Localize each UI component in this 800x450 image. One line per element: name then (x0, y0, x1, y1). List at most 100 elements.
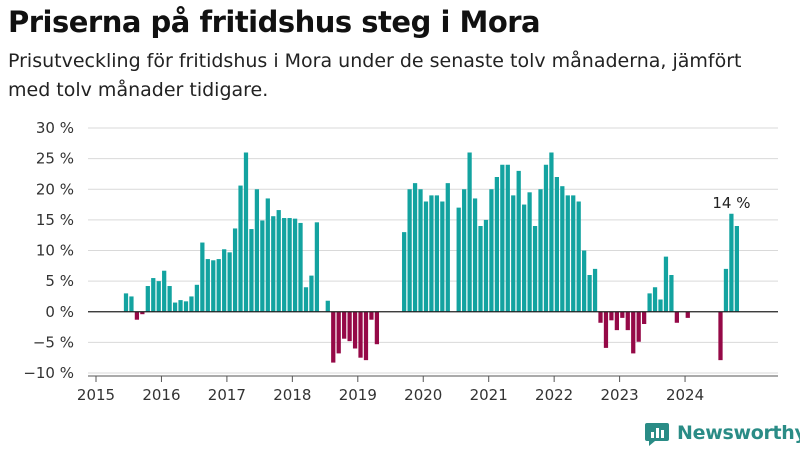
bar (331, 311, 336, 363)
bar (211, 260, 216, 312)
bar (489, 189, 494, 312)
bar (243, 152, 249, 312)
bar (478, 226, 483, 312)
x-tick-label: 2018 (273, 386, 311, 404)
bar (467, 152, 472, 312)
x-tick-label: 2016 (142, 386, 180, 404)
bar (505, 164, 510, 312)
bar (205, 259, 210, 312)
bar (734, 226, 739, 312)
bar (227, 252, 232, 312)
bar (527, 192, 532, 312)
bar (287, 218, 292, 312)
bar (194, 284, 200, 312)
bar (418, 189, 423, 312)
bar (172, 302, 178, 312)
bar (134, 311, 140, 320)
bar (358, 311, 363, 358)
bar (685, 311, 690, 318)
bar (592, 268, 598, 312)
newsworthy-logo-icon (645, 423, 669, 446)
x-tick-label: 2017 (208, 386, 246, 404)
bar (472, 198, 478, 312)
bar (129, 296, 134, 312)
bar (423, 201, 429, 312)
bar (598, 311, 603, 323)
bar (620, 311, 625, 318)
bar (652, 287, 658, 312)
bar (631, 311, 636, 354)
chart-title: Priserna på fritidshus steg i Mora (8, 5, 541, 39)
bar (456, 207, 461, 312)
bar (582, 250, 587, 312)
bar (183, 301, 189, 312)
bar (325, 300, 330, 312)
bar (407, 189, 412, 312)
bar (718, 311, 723, 361)
bar (462, 189, 467, 312)
bar (565, 195, 570, 312)
bar (189, 296, 194, 312)
y-tick-label: −5 % (33, 333, 74, 351)
bar (576, 201, 581, 312)
bar (309, 275, 314, 312)
bar (609, 311, 614, 321)
x-tick-label: 2024 (666, 386, 704, 404)
bar (647, 293, 652, 312)
bar (674, 311, 679, 323)
bar (658, 299, 663, 312)
bar (532, 226, 538, 312)
bar (434, 195, 440, 312)
bar (200, 242, 205, 312)
bar (162, 270, 167, 312)
annotation-label: 14 % (712, 194, 750, 212)
bar (292, 218, 298, 312)
bar (145, 286, 150, 312)
bar (216, 259, 221, 312)
bar (729, 213, 734, 312)
bar (151, 278, 156, 312)
bar (642, 311, 647, 324)
x-tick-label: 2021 (470, 386, 508, 404)
y-tick-label: 20 % (36, 180, 74, 198)
bar (483, 219, 489, 312)
bar (522, 204, 527, 312)
bar (560, 186, 565, 312)
bar (156, 281, 161, 312)
bar (614, 311, 619, 331)
x-axis: 2015 2016 2017 2018 2019 2020 2021 2022 2023 2024 (77, 375, 778, 404)
bar (549, 152, 554, 312)
bar (232, 228, 238, 312)
bar (516, 170, 521, 312)
bar (554, 177, 559, 312)
bar (238, 185, 243, 312)
chart-subtitle: Prisutveckling för fritidshus i Mora und… (8, 50, 742, 101)
bar (260, 220, 265, 312)
bar (571, 195, 576, 312)
y-tick-label: 25 % (36, 150, 74, 168)
brand-name: Newsworthy (677, 422, 800, 444)
bar (511, 195, 516, 312)
bar (663, 256, 669, 312)
y-tick-label: 0 % (45, 303, 74, 321)
bar (167, 286, 172, 312)
bar (587, 275, 592, 312)
bars-layer (123, 152, 739, 363)
bar (271, 216, 276, 312)
bar (412, 183, 418, 312)
bar (625, 311, 630, 331)
bar (374, 311, 380, 345)
bar (282, 218, 287, 312)
y-tick-label: 5 % (45, 272, 74, 290)
bar (298, 222, 303, 312)
y-axis-labels: −10 % −5 % 0 % 5 % 10 % 15 % 20 % 25 % 30 % (23, 119, 74, 382)
bar (347, 311, 352, 342)
y-tick-label: 30 % (36, 119, 74, 137)
bar (538, 189, 543, 312)
bar (249, 229, 254, 312)
x-tick-label: 2020 (404, 386, 442, 404)
bar (543, 164, 549, 312)
bar (123, 293, 129, 312)
bar (440, 201, 445, 312)
